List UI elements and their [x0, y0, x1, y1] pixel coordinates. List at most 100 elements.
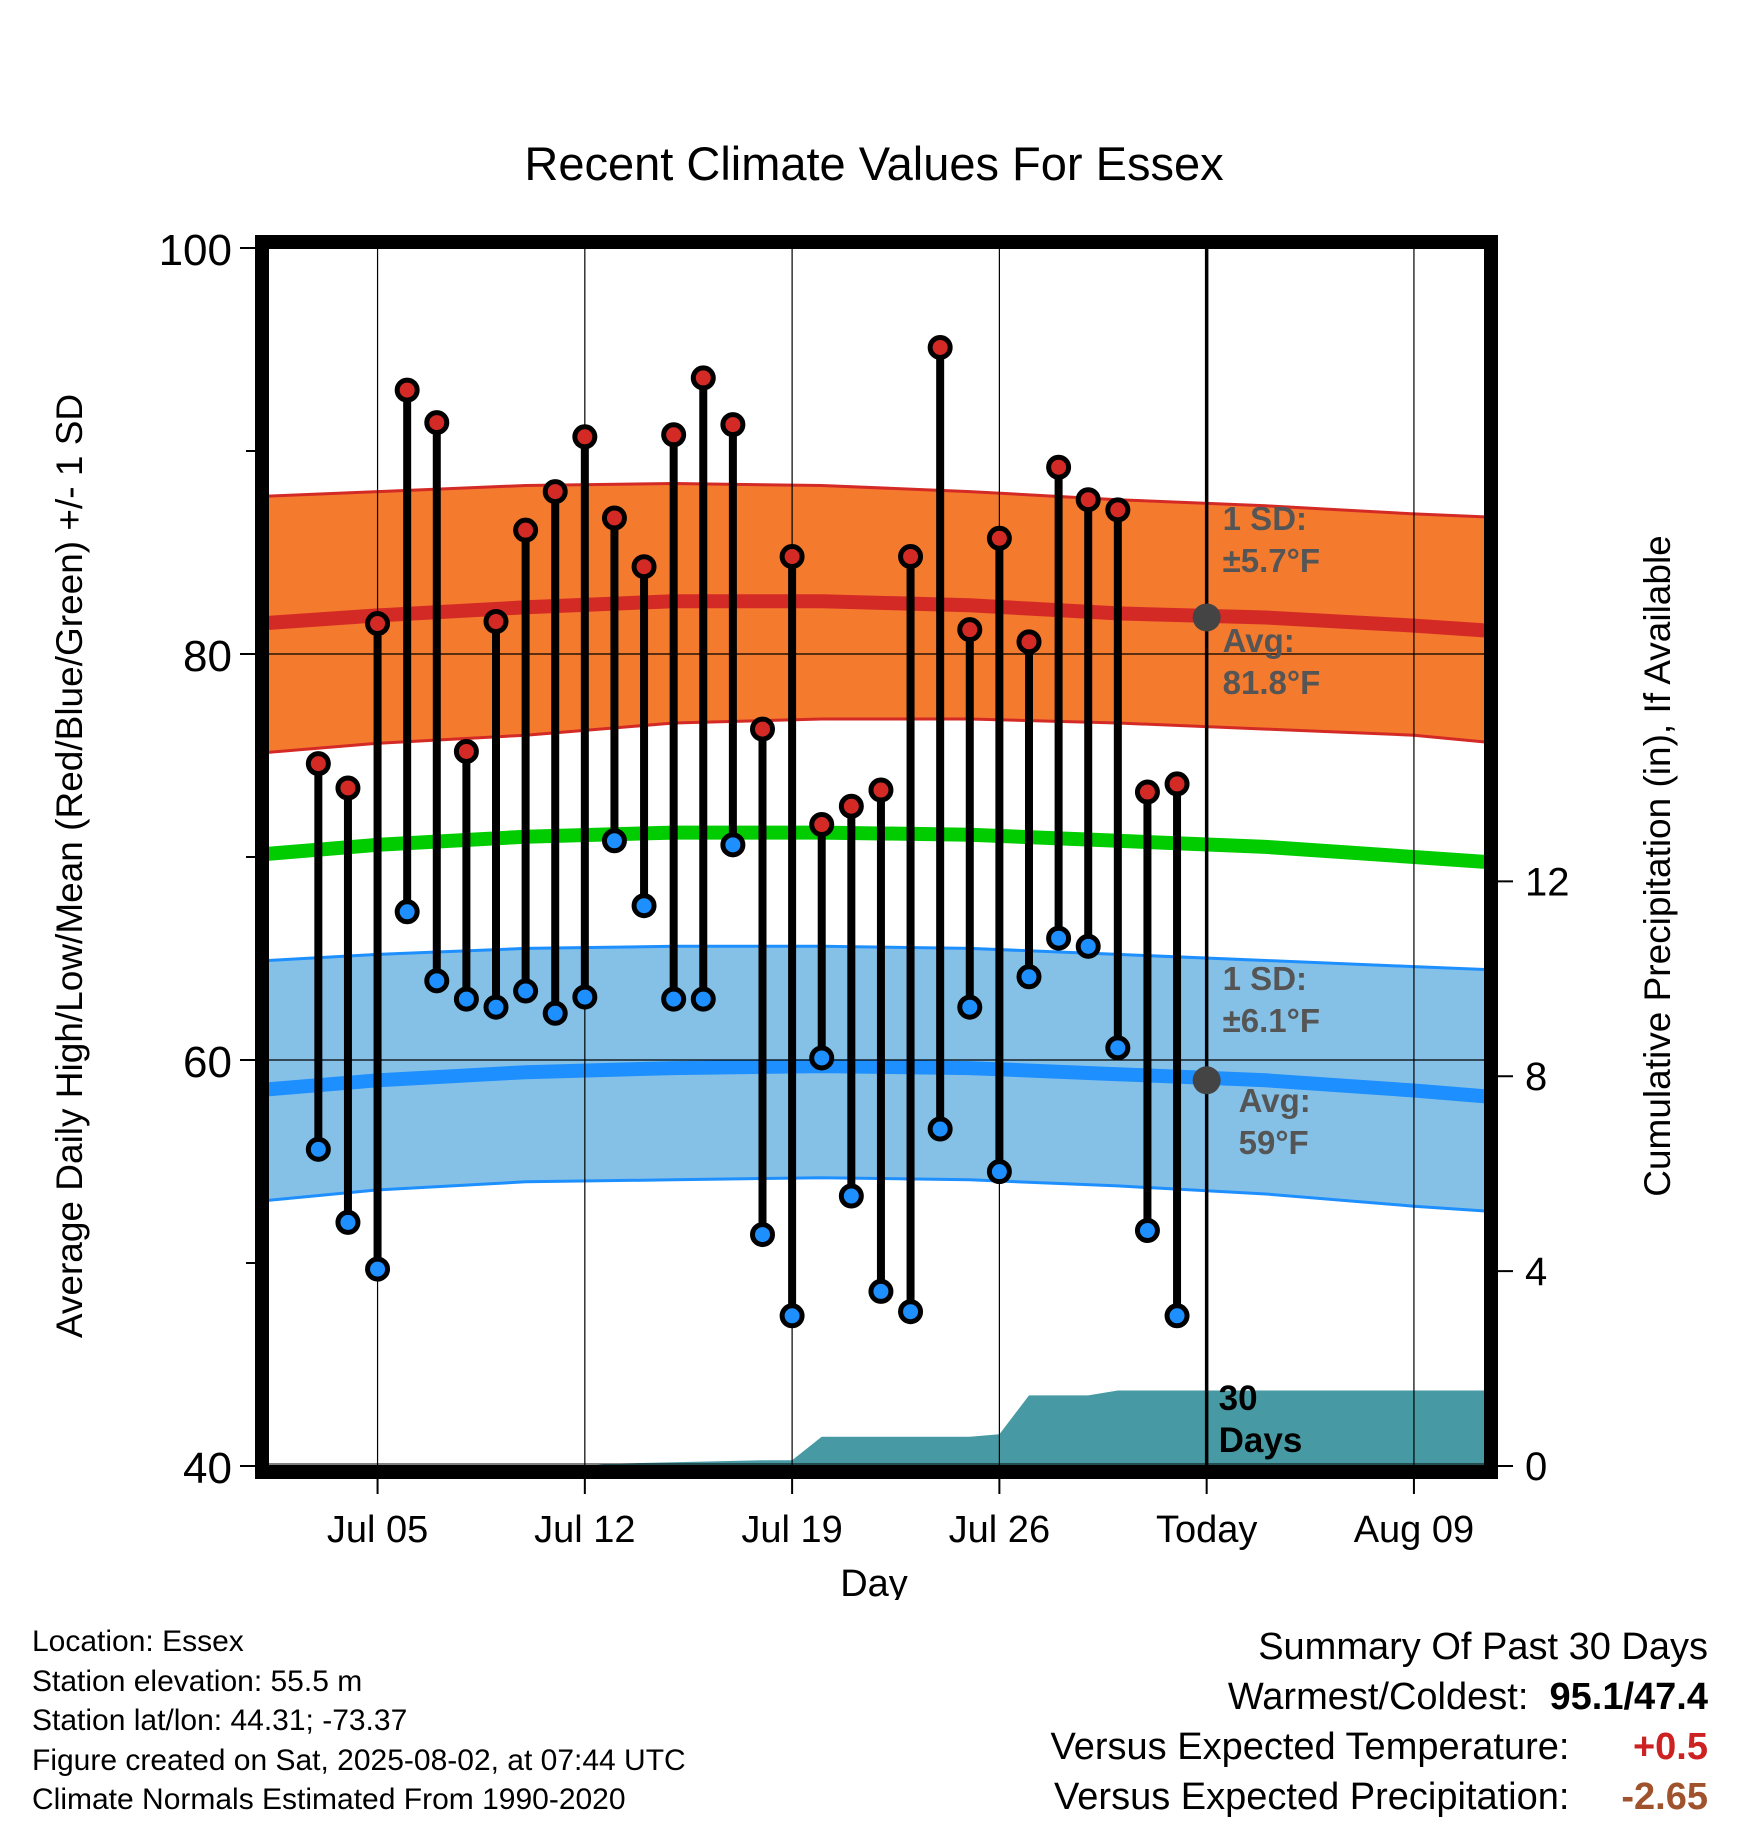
- daily-low-point: [513, 978, 539, 1004]
- high-sd-label: 1 SD:: [1223, 500, 1307, 537]
- precip-row: Versus Expected Precipitation: -2.65: [1051, 1772, 1708, 1822]
- daily-low-point: [601, 828, 627, 854]
- normal-high-sd-band: [268, 483, 1485, 753]
- normal-low-lower-edge: [268, 1176, 1485, 1213]
- daily-high-point: [305, 751, 331, 777]
- daily-low-point: [779, 1303, 805, 1329]
- daily-low-point: [868, 1278, 894, 1304]
- daily-low-point: [986, 1159, 1012, 1185]
- daily-low-point: [1046, 925, 1072, 951]
- daily-high-point: [424, 410, 450, 436]
- daily-high-point: [927, 334, 953, 360]
- daily-high-point: [1105, 497, 1131, 523]
- x-axis-label: Day: [840, 1563, 908, 1600]
- y2-tick-label: 12: [1525, 860, 1570, 904]
- daily-high-point: [542, 479, 568, 505]
- precip-value: -2.65: [1621, 1776, 1708, 1818]
- latlon-text: Station lat/lon: 44.31; -73.37: [32, 1704, 408, 1737]
- daily-low-point: [1016, 964, 1042, 990]
- plot-content: [268, 248, 1485, 1466]
- y-tick-label: 100: [159, 226, 232, 275]
- x-tick-label: Jul 26: [949, 1509, 1050, 1551]
- plot-area: 1 SD: ±5.7°F Avg: 81.8°F 1 SD: ±6.1°F Avg: 59°F…: [159, 226, 1570, 1551]
- daily-low-point: [424, 968, 450, 994]
- daily-low-point: [572, 984, 598, 1010]
- climate-chart: Recent Climate Values For Essex 1 SD: ±5.…: [49, 137, 1678, 1600]
- high-avg-marker: [1192, 603, 1221, 632]
- daily-low-point: [542, 1000, 568, 1026]
- daily-high-point: [1164, 771, 1190, 797]
- warm-cold-label: Warmest/Coldest:: [1227, 1676, 1529, 1718]
- station-info: Location: Essex Station elevation: 55.5 …: [32, 1622, 686, 1820]
- daily-low-point: [305, 1136, 331, 1162]
- x-tick-label: Jul 05: [327, 1509, 428, 1551]
- normals-text: Climate Normals Estimated From 1990-2020: [32, 1783, 626, 1816]
- plot-frame: [255, 235, 1498, 1479]
- low-sd-value: ±6.1°F: [1223, 1002, 1320, 1039]
- window-label-number: 30: [1219, 1379, 1258, 1418]
- low-avg-marker: [1192, 1066, 1221, 1095]
- x-tick-label: Jul 12: [534, 1509, 635, 1551]
- normal-high-upper-edge: [268, 481, 1485, 519]
- created-text: Figure created on Sat, 2025-08-02, at 07…: [32, 1743, 686, 1777]
- daily-high-point: [394, 377, 420, 403]
- daily-high-point: [365, 611, 391, 637]
- daily-high-point: [1016, 629, 1042, 655]
- daily-high-point: [1046, 454, 1072, 480]
- low-avg-label: Avg:: [1239, 1082, 1311, 1119]
- daily-high-point: [749, 716, 775, 742]
- high-avg-value: 81.8°F: [1223, 664, 1321, 701]
- daily-high-point: [838, 793, 864, 819]
- daily-high-point: [898, 544, 924, 570]
- daily-low-point: [720, 832, 746, 858]
- daily-low-point: [838, 1183, 864, 1209]
- y2-tick-label: 0: [1525, 1445, 1547, 1489]
- warm-cold-value: 95.1/47.4: [1549, 1676, 1708, 1718]
- daily-low-point: [365, 1256, 391, 1282]
- daily-low-point: [1164, 1303, 1190, 1329]
- temp-row: Versus Expected Temperature: +0.5: [1051, 1722, 1708, 1772]
- summary-panel: Summary Of Past 30 Days Warmest/Coldest:…: [1051, 1622, 1708, 1822]
- daily-low-point: [1134, 1218, 1160, 1244]
- y2-tick-label: 4: [1525, 1250, 1547, 1294]
- daily-high-point: [1134, 779, 1160, 805]
- daily-high-point: [957, 617, 983, 643]
- daily-low-point: [394, 899, 420, 925]
- chart-title: Recent Climate Values For Essex: [524, 137, 1223, 190]
- daily-low-point: [453, 986, 479, 1012]
- low-avg-value: 59°F: [1239, 1124, 1309, 1161]
- daily-low-point: [661, 986, 687, 1012]
- normal-low-line: [268, 1059, 1485, 1104]
- daily-low-point: [809, 1045, 835, 1071]
- daily-low-point: [690, 986, 716, 1012]
- daily-high-point: [986, 525, 1012, 551]
- daily-low-point: [927, 1116, 953, 1142]
- high-sd-value: ±5.7°F: [1223, 542, 1320, 579]
- y-tick-label: 60: [183, 1038, 232, 1087]
- summary-heading: Summary Of Past 30 Days: [1258, 1626, 1708, 1668]
- daily-low-point: [1105, 1035, 1131, 1061]
- y2-axis-label: Cumulative Precipitation (in), If Availa…: [1637, 535, 1678, 1197]
- x-tick-label: Aug 09: [1354, 1509, 1474, 1551]
- daily-high-point: [483, 609, 509, 635]
- high-avg-label: Avg:: [1223, 622, 1295, 659]
- y-tick-label: 40: [183, 1444, 232, 1493]
- window-label-days: Days: [1219, 1421, 1303, 1460]
- precip-label: Versus Expected Precipitation:: [1054, 1776, 1570, 1818]
- y2-tick-label: 8: [1525, 1055, 1547, 1099]
- elevation-text: Station elevation: 55.5 m: [32, 1664, 363, 1698]
- daily-high-point: [661, 422, 687, 448]
- daily-high-point: [335, 775, 361, 801]
- normal-low-upper-edge: [268, 944, 1485, 972]
- daily-low-point: [631, 893, 657, 919]
- normal-mean-line: [268, 825, 1485, 869]
- daily-low-point: [483, 994, 509, 1020]
- daily-low-point: [335, 1209, 361, 1235]
- low-sd-label: 1 SD:: [1223, 960, 1307, 997]
- normal-high-lower-edge: [268, 717, 1485, 754]
- daily-high-point: [513, 517, 539, 543]
- daily-low-point: [749, 1222, 775, 1248]
- precip-area: [268, 1390, 1485, 1466]
- daily-high-point: [779, 544, 805, 570]
- normal-high-line: [268, 594, 1485, 638]
